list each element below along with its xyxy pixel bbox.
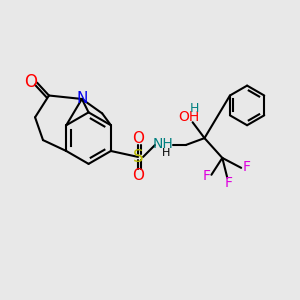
Text: S: S	[133, 148, 143, 166]
Text: F: F	[243, 160, 251, 174]
Text: F: F	[202, 169, 211, 183]
Text: O: O	[132, 130, 144, 146]
Text: O: O	[132, 168, 144, 183]
Text: F: F	[224, 176, 232, 190]
Text: H: H	[162, 148, 170, 158]
Text: O: O	[25, 73, 38, 91]
Text: N: N	[76, 92, 88, 106]
Text: H: H	[190, 102, 199, 115]
Text: NH: NH	[152, 137, 173, 151]
Text: OH: OH	[178, 110, 199, 124]
